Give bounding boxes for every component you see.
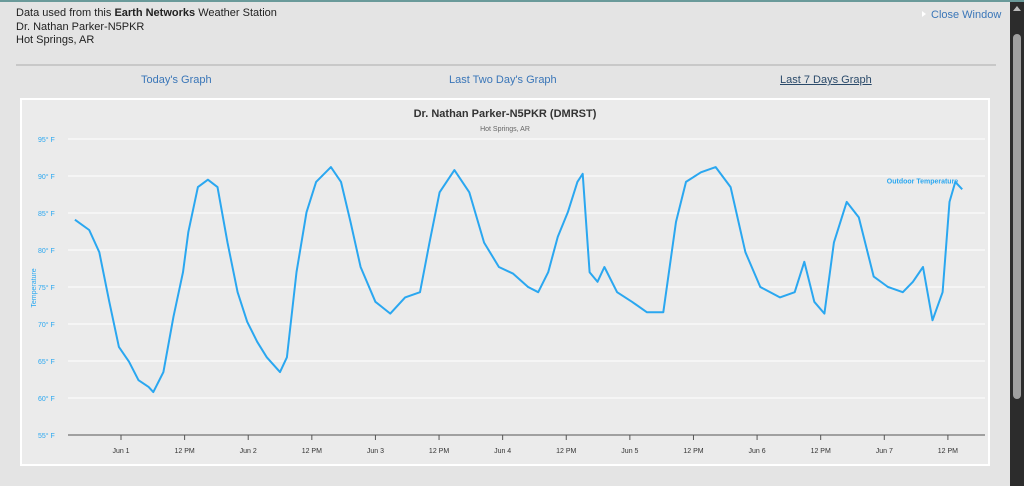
station-location: Hot Springs, AR [16,34,95,46]
source-suffix: Weather Station [195,7,277,19]
x-tick-label: 12 PM [683,448,703,455]
x-tick-label: 12 PM [556,448,576,455]
x-tick-label: 12 PM [302,448,322,455]
series-line-outdoor-temperature[interactable] [74,166,963,394]
y-axis-label: Temperature [31,268,38,307]
close-window-link[interactable]: Close Window [922,9,1001,21]
y-tick-label: 80° F [38,247,55,255]
x-tick-label: 12 PM [429,448,449,455]
divider [16,64,996,66]
y-tick-label: 70° F [38,321,55,329]
x-tick-label: Jun 4 [494,448,511,455]
tab-seven-days[interactable]: Last 7 Days Graph [780,74,872,86]
source-network: Earth Networks [114,7,196,19]
x-tick-label: Jun 1 [112,448,129,455]
x-tick-label: Jun 6 [749,448,766,455]
y-tick-label: 55° F [38,432,55,440]
y-tick-label: 95° F [38,136,55,144]
temperature-chart: Dr. Nathan Parker-N5PKR (DMRST) Hot Spri… [31,108,985,480]
caret-right-icon [922,11,926,17]
x-tick-label: 12 PM [938,448,958,455]
tab-two-days[interactable]: Last Two Day's Graph [449,74,557,86]
station-name: Dr. Nathan Parker-N5PKR [16,20,145,33]
x-tick-label: 12 PM [811,448,831,455]
y-tick-label: 75° F [38,284,55,292]
close-window-label: Close Window [931,9,1002,21]
x-tick-label: 12 PM [174,448,194,455]
scrollbar-thumb[interactable] [1013,34,1021,399]
source-prefix: Data used from this [16,7,115,19]
scroll-up-icon[interactable] [1013,6,1021,11]
chart-title: Dr. Nathan Parker-N5PKR (DMRST) [414,108,597,120]
station-info: Data used from this Earth Networks Weath… [16,7,277,48]
series-end-label: Outdoor Temperature [887,178,959,185]
x-tick-label: Jun 3 [367,448,384,455]
x-tick-label: Jun 2 [240,448,257,455]
y-tick-label: 60° F [38,395,55,403]
data-source-line: Data used from this Earth Networks Weath… [16,7,277,21]
y-tick-label: 90° F [38,173,55,181]
scrollbar[interactable] [1010,2,1024,486]
x-tick-label: Jun 5 [621,448,638,455]
tab-today[interactable]: Today's Graph [141,74,212,86]
chart-container: Dr. Nathan Parker-N5PKR (DMRST) Hot Spri… [20,98,990,480]
x-tick-label: Jun 7 [876,448,893,455]
chart-subtitle: Hot Springs, AR [480,126,530,133]
y-tick-label: 65° F [38,358,55,366]
y-tick-label: 85° F [38,210,55,218]
